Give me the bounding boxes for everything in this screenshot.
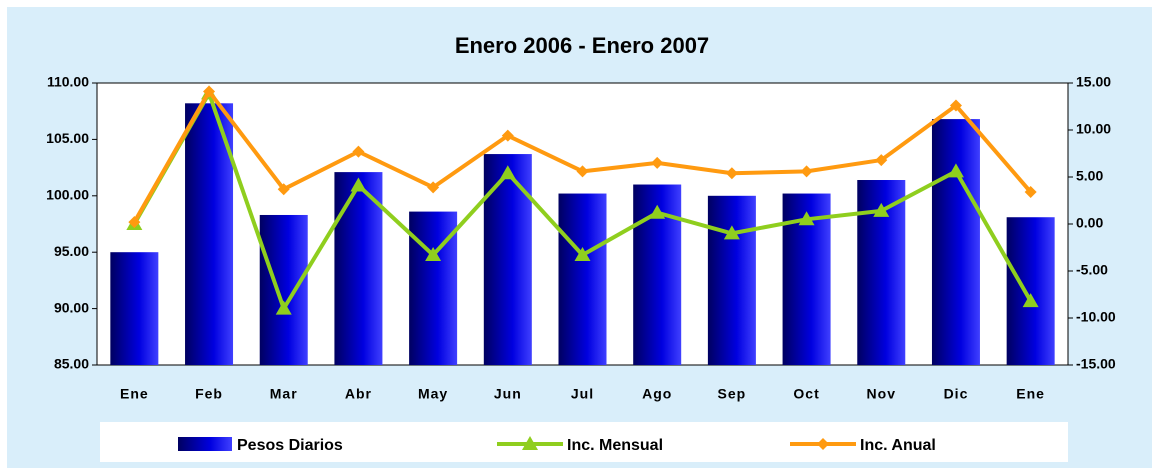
x-tick-label: Abr (345, 386, 372, 402)
y2-tick-label: 5.00 (1076, 168, 1103, 184)
marker (501, 129, 514, 142)
y-tick-label: 100.00 (46, 187, 89, 203)
bar (483, 154, 532, 365)
marker (947, 163, 964, 178)
marker (427, 181, 440, 194)
marker (725, 167, 738, 180)
marker (576, 165, 589, 178)
marker (1022, 293, 1039, 308)
marker (522, 436, 538, 450)
bar (931, 119, 980, 365)
y2-tick-label: 0.00 (1076, 215, 1103, 231)
marker (798, 211, 815, 226)
chart-title: Enero 2006 - Enero 2007 (455, 33, 709, 58)
y-tick-label: 95.00 (54, 243, 89, 259)
marker (949, 99, 962, 112)
marker (651, 156, 664, 169)
x-tick-label: Ago (642, 386, 672, 402)
marker (203, 85, 216, 98)
y-tick-label: 110.00 (47, 74, 89, 90)
marker (875, 154, 888, 167)
x-tick-label: Ene (120, 386, 149, 402)
marker (275, 300, 292, 315)
marker (723, 225, 740, 240)
x-tick-label: Oct (793, 386, 819, 402)
x-tick-label: Sep (718, 386, 747, 402)
y2-tick-label: -15.00 (1076, 356, 1116, 372)
marker (800, 165, 813, 178)
marker (1024, 186, 1037, 199)
x-tick-label: Jul (571, 386, 594, 402)
legend-label: Inc. Anual (860, 437, 936, 454)
bar (707, 195, 756, 365)
bar (259, 214, 308, 365)
marker (817, 438, 829, 450)
legend-box (100, 422, 1068, 462)
marker (649, 204, 666, 219)
marker (574, 247, 591, 262)
x-tick-label: Feb (195, 386, 223, 402)
x-tick-label: May (418, 386, 448, 402)
y-tick-label: 90.00 (54, 299, 89, 315)
bar (334, 172, 383, 365)
marker (873, 202, 890, 217)
marker (352, 145, 365, 158)
bar (1006, 217, 1055, 365)
bar (110, 252, 159, 365)
marker (277, 183, 290, 196)
legend-label: Pesos Diarios (237, 437, 343, 454)
y2-tick-label: 10.00 (1076, 121, 1111, 137)
x-tick-label: Ene (1016, 386, 1045, 402)
x-tick-label: Nov (867, 386, 896, 402)
marker (350, 177, 367, 192)
y2-tick-label: -5.00 (1076, 262, 1108, 278)
x-tick-label: Mar (270, 386, 298, 402)
x-tick-label: Jun (494, 386, 522, 402)
bar (185, 103, 234, 365)
legend-label: Inc. Mensual (567, 437, 663, 454)
bar (558, 193, 607, 365)
marker (128, 216, 141, 229)
marker (425, 247, 442, 262)
y2-tick-label: -10.00 (1076, 309, 1116, 325)
x-tick-label: Dic (944, 386, 969, 402)
y-tick-label: 105.00 (46, 130, 89, 146)
legend-swatch (178, 437, 232, 451)
y-tick-label: 85.00 (54, 356, 89, 372)
marker (499, 165, 516, 180)
y2-tick-label: 15.00 (1076, 74, 1111, 90)
